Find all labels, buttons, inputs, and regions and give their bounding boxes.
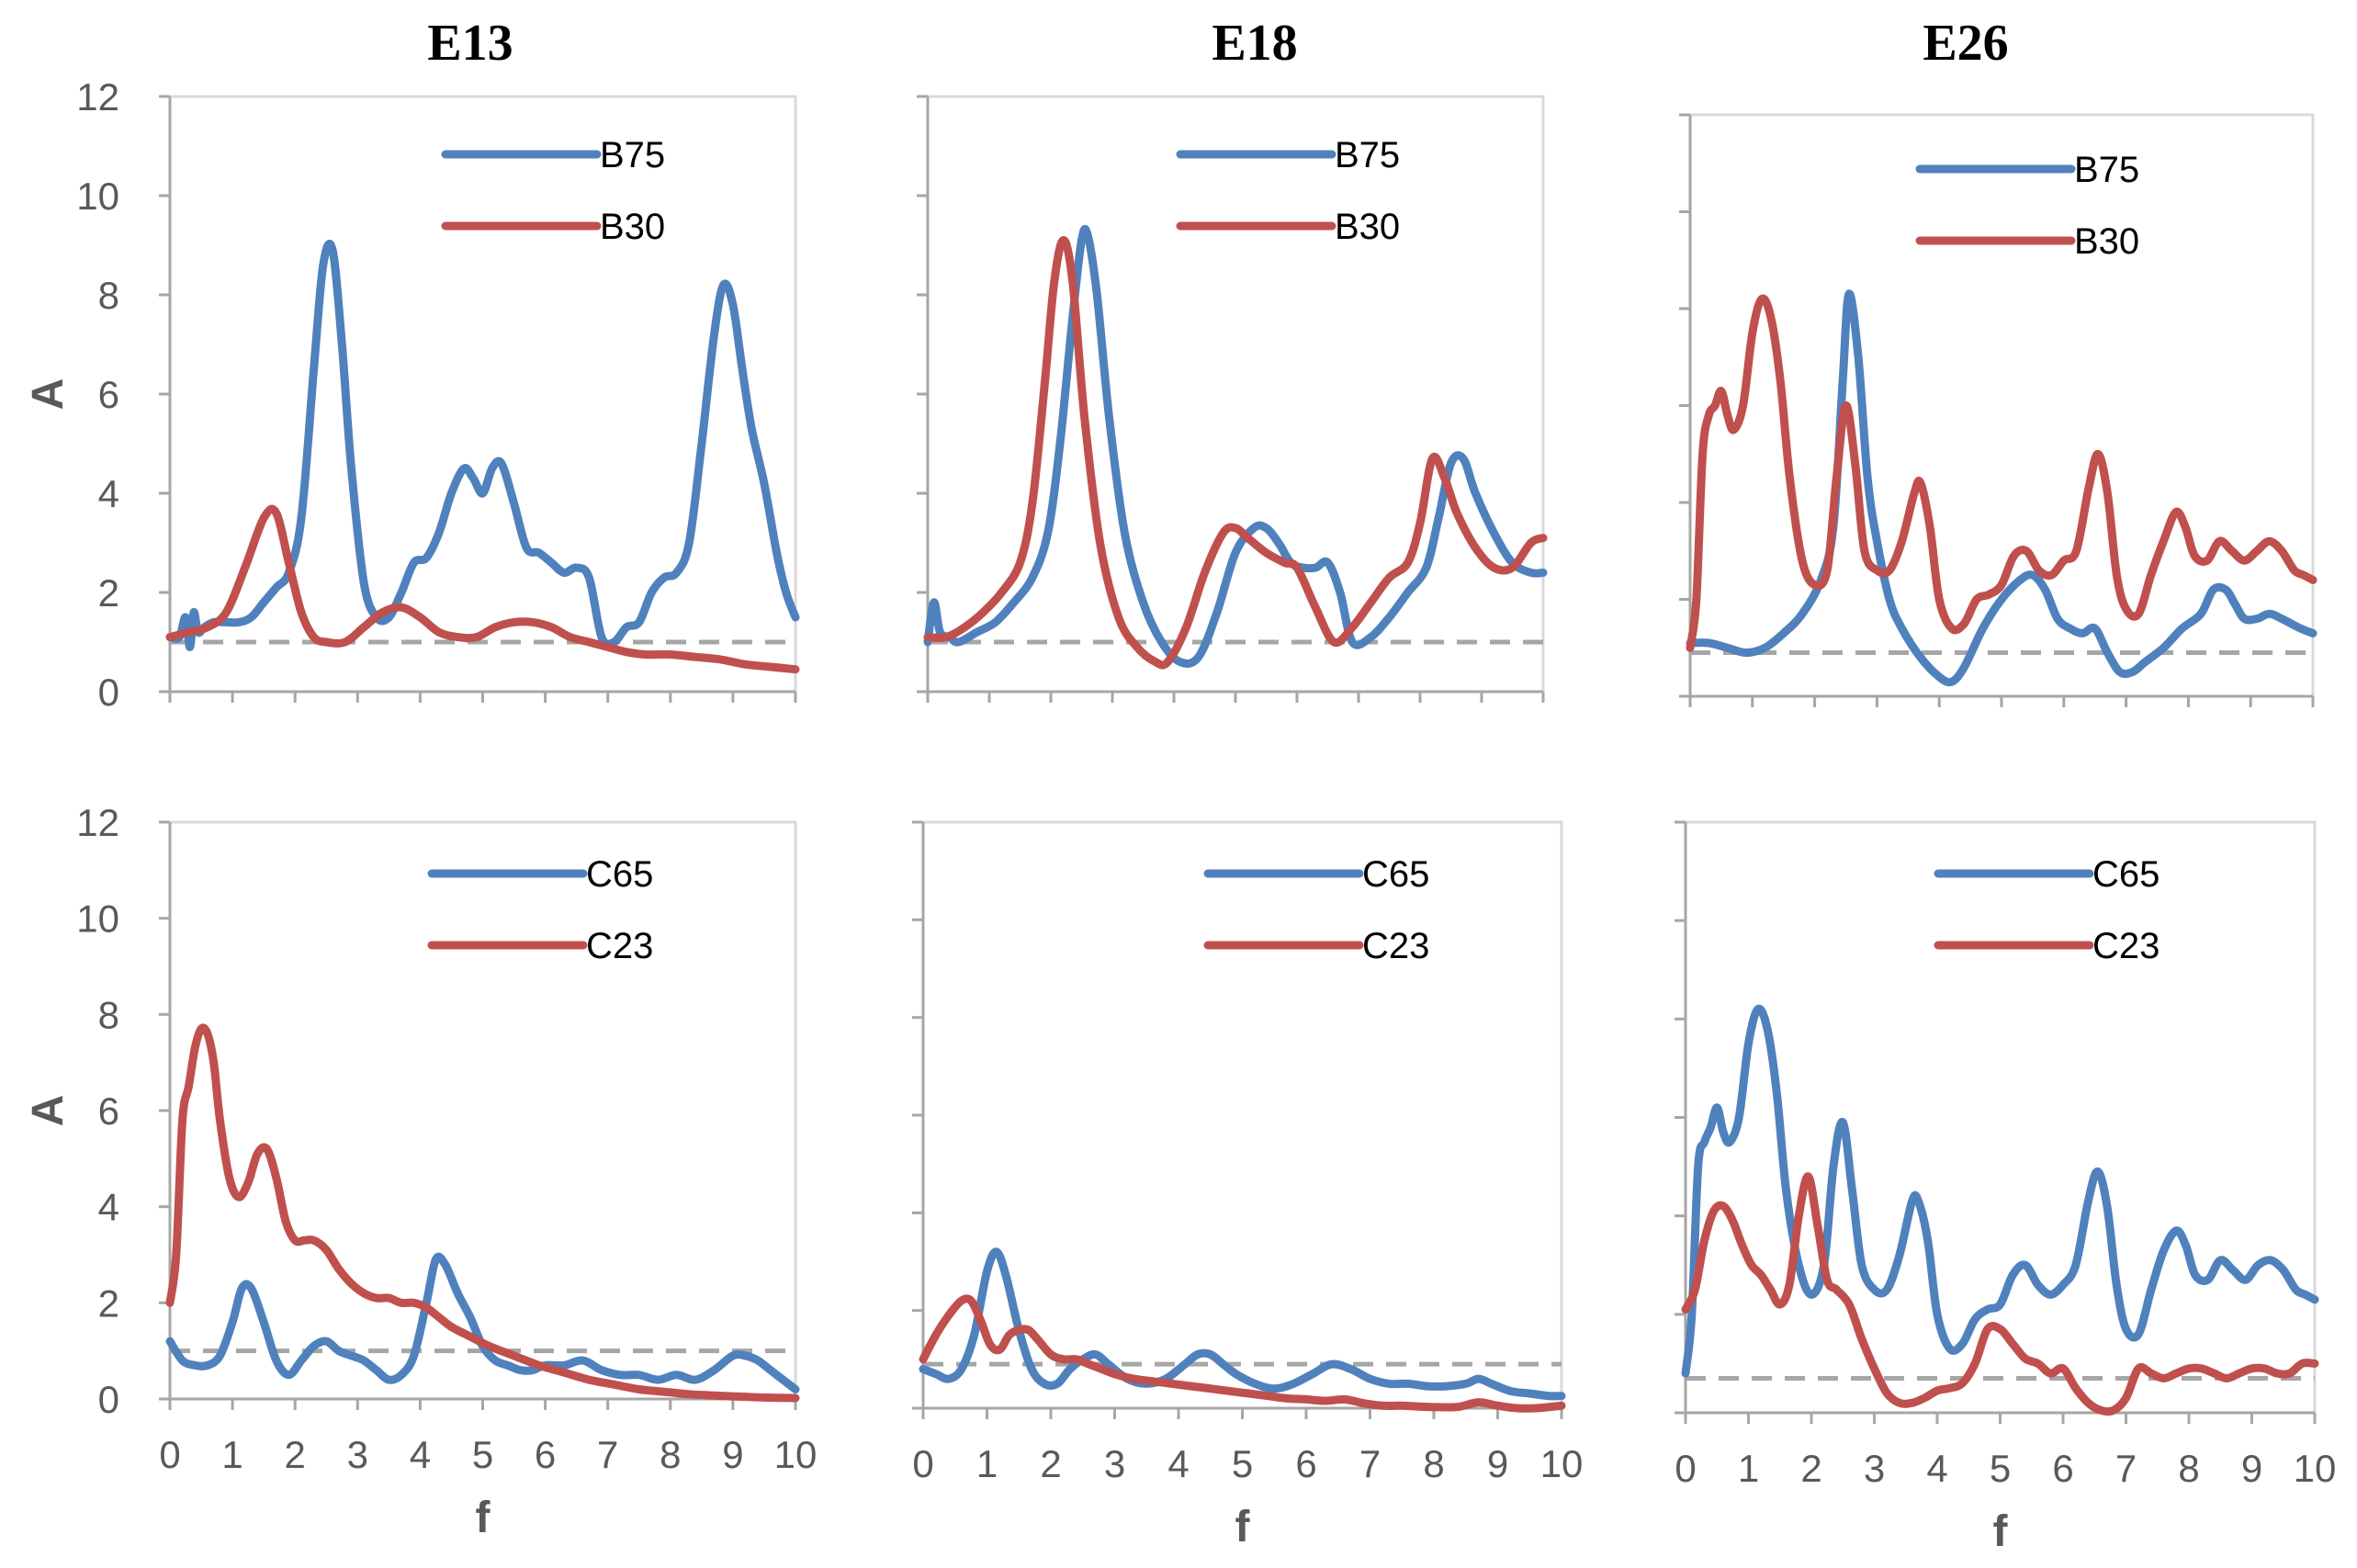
panel-E26-top: B75 B30 (1679, 113, 2318, 707)
x-tick-label: 0 (159, 1433, 180, 1476)
y-axis-title: A (24, 378, 73, 411)
legend-label-c23: C23 (586, 926, 653, 966)
legend-label-b30: B30 (2074, 221, 2139, 262)
legend-label-b30: B30 (1335, 207, 1400, 247)
x-tick-label: 3 (347, 1433, 368, 1476)
x-tick-label: 7 (2115, 1447, 2137, 1490)
column-title-e26: E26 (1923, 15, 2008, 72)
legend-label-c65: C65 (1362, 854, 1429, 895)
x-tick-label: 8 (1423, 1442, 1444, 1485)
legend-label-b75: B75 (2074, 150, 2139, 190)
panel-E18-bottom: 0 1 2 3 4 5 6 7 8 9 10 f C65 C23 (912, 820, 1584, 1551)
x-tick-label: 7 (597, 1433, 618, 1476)
y-tick-label: 4 (98, 1186, 119, 1229)
column-title-e18: E18 (1212, 15, 1297, 72)
x-tick-label: 9 (722, 1433, 743, 1476)
legend-label-c65: C65 (2092, 854, 2160, 895)
x-tick-label: 4 (1926, 1447, 1947, 1490)
y-tick-label: 2 (98, 571, 119, 615)
x-tick-label: 6 (535, 1433, 556, 1476)
series-line-c65 (165, 1252, 800, 1393)
x-tick-label: 3 (1864, 1447, 1885, 1490)
series-line-c65 (919, 1247, 1566, 1401)
x-tick-label: 9 (2241, 1447, 2262, 1490)
column-title-e13: E13 (427, 15, 513, 72)
y-tick-label: 0 (98, 671, 119, 714)
x-tick-label: 5 (1990, 1447, 2011, 1490)
x-axis-title: f (1993, 1507, 2009, 1556)
x-tick-label: 10 (774, 1433, 818, 1476)
x-tick-label: 2 (285, 1433, 306, 1476)
y-tick-label: 12 (76, 801, 119, 844)
x-tick-label: 3 (1104, 1442, 1125, 1485)
legend-label-b30: B30 (600, 207, 665, 247)
legend-label-b75: B75 (1335, 135, 1400, 175)
y-tick-label: 10 (76, 897, 119, 941)
series-line-c23 (1681, 1172, 2319, 1416)
plot-frame (926, 95, 1545, 694)
panel-E26-bottom: 0 1 2 3 4 5 6 7 8 9 10 f C65 C23 (1675, 820, 2337, 1556)
panel-E18-top: B75 B30 (917, 95, 1548, 703)
series-line-b30 (1686, 294, 2318, 652)
x-tick-label: 2 (1040, 1442, 1061, 1485)
legend-label-c23: C23 (2092, 926, 2160, 966)
y-tick-label: 6 (98, 1089, 119, 1133)
legend-label-c65: C65 (586, 854, 653, 895)
x-tick-label: 2 (1800, 1447, 1821, 1490)
y-axis-title: A (24, 1095, 73, 1127)
y-tick-label: 2 (98, 1281, 119, 1325)
series-line-b30 (165, 504, 800, 674)
y-tick-label: 10 (76, 175, 119, 218)
series-line-c23 (919, 1294, 1566, 1413)
series-line-c65 (1681, 1004, 2319, 1378)
series-line-c23 (165, 1023, 800, 1403)
x-tick-label: 0 (912, 1442, 933, 1485)
y-tick-label: 0 (98, 1378, 119, 1421)
y-tick-label: 12 (76, 75, 119, 118)
x-tick-label: 4 (410, 1433, 431, 1476)
y-tick-label: 8 (98, 993, 119, 1036)
legend-label-c23: C23 (1362, 926, 1429, 966)
series-line-b75 (1686, 289, 2318, 687)
y-tick-label: 8 (98, 274, 119, 317)
x-tick-label: 6 (2052, 1447, 2073, 1490)
x-tick-label: 8 (660, 1433, 681, 1476)
x-tick-label: 0 (1675, 1447, 1696, 1490)
x-tick-label: 4 (1167, 1442, 1189, 1485)
x-tick-label: 6 (1295, 1442, 1316, 1485)
x-tick-label: 7 (1359, 1442, 1381, 1485)
x-axis-title: f (1235, 1503, 1251, 1551)
panel-E13-top: 0 2 4 6 8 10 12 A B75 B30 (24, 75, 800, 714)
series-line-b75 (165, 240, 800, 651)
x-tick-label: 10 (2294, 1447, 2337, 1490)
x-tick-label: 1 (976, 1442, 998, 1485)
x-tick-label: 8 (2178, 1447, 2199, 1490)
x-tick-label: 9 (1487, 1442, 1508, 1485)
legend-label-b75: B75 (600, 135, 665, 175)
series-line-b75 (923, 224, 1548, 668)
x-tick-label: 1 (1738, 1447, 1759, 1490)
x-tick-label: 5 (1232, 1442, 1253, 1485)
x-tick-label: 1 (221, 1433, 242, 1476)
series-line-b30 (923, 236, 1548, 670)
x-tick-label: 5 (472, 1433, 493, 1476)
y-tick-label: 4 (98, 472, 119, 515)
x-tick-label: 10 (1540, 1442, 1584, 1485)
y-tick-label: 6 (98, 373, 119, 416)
x-axis-title: f (476, 1494, 491, 1542)
